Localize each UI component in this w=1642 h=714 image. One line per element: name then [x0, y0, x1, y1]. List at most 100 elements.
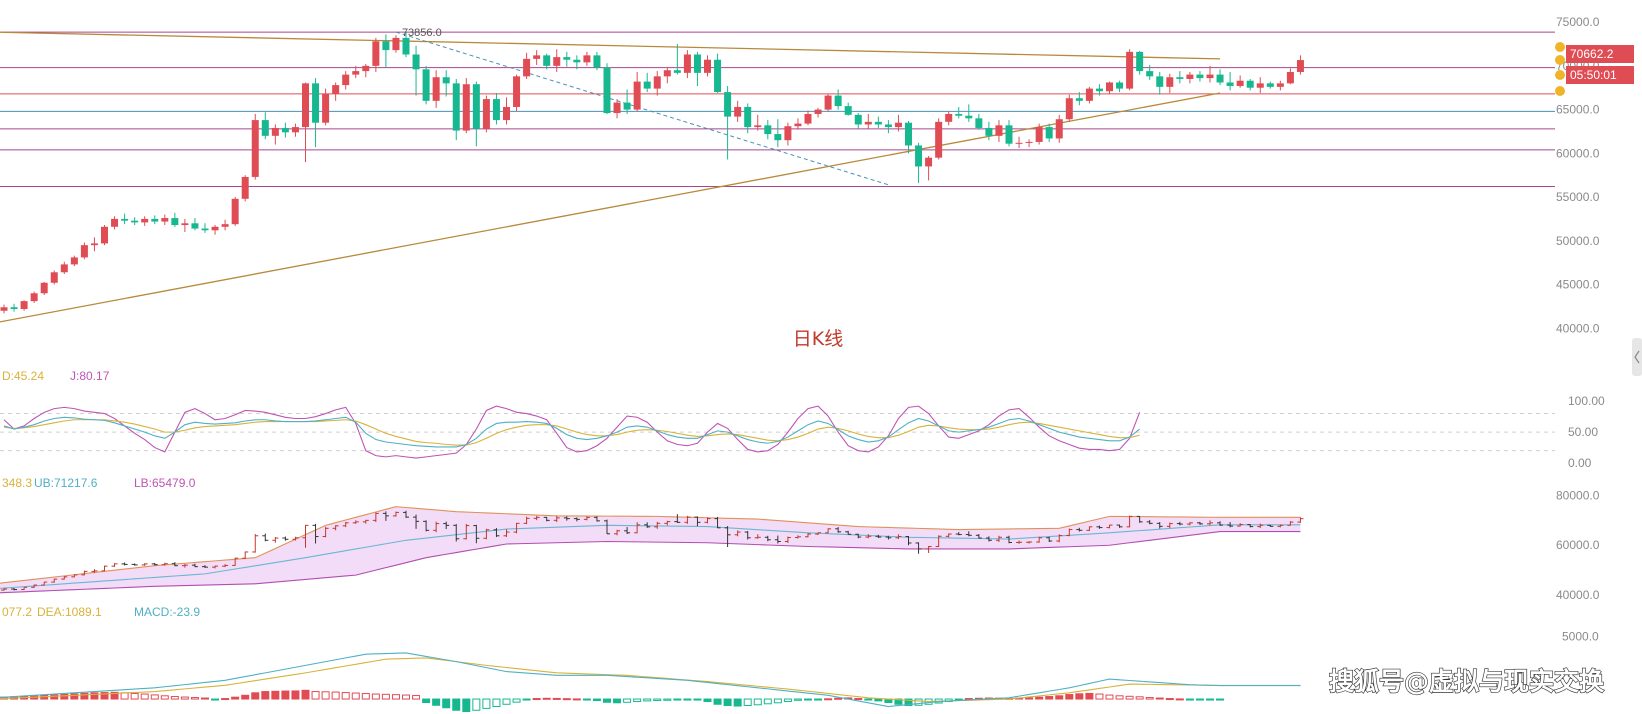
macd-bar [211, 698, 220, 701]
boll-ohlc-bar [1196, 521, 1203, 525]
macd-bar [783, 698, 792, 703]
macd-bar [1045, 696, 1054, 700]
candle [251, 113, 259, 180]
candle-body [543, 55, 551, 66]
candle [402, 32, 410, 58]
boll-ohlc-bar [91, 569, 98, 574]
candle [0, 304, 8, 314]
candle [201, 223, 209, 233]
macd-bar [723, 698, 732, 707]
boll-ohlc-bar [985, 536, 992, 542]
kdj-tick-label: 100.00 [1568, 394, 1605, 408]
candle [432, 70, 440, 108]
candle [241, 175, 249, 202]
candle [322, 88, 330, 126]
boll-ohlc-bar [362, 519, 369, 524]
candle [1196, 71, 1204, 82]
boll-ohlc-bar [1247, 524, 1254, 528]
boll-ohlc-bar [212, 565, 219, 569]
boll-ohlc-bar [1016, 540, 1023, 544]
macd-bar [623, 698, 632, 703]
macd-bar [251, 692, 260, 700]
boll-ohlc-bar [965, 531, 972, 537]
candle-body [683, 54, 691, 73]
candle [141, 216, 149, 226]
boll-ohlc-bar [403, 510, 409, 518]
boll-ohlc-bar [805, 533, 811, 538]
candle-body [332, 85, 340, 94]
boll-ohlc-bar [322, 526, 329, 538]
candle [503, 97, 510, 125]
boll-ohlc-bar [513, 522, 520, 534]
boll-ohlc-bar [704, 517, 711, 524]
macd-bar [592, 698, 601, 702]
macd-bar [120, 692, 129, 700]
macd-bar [763, 698, 772, 705]
candle-body [1055, 119, 1063, 139]
candle [905, 120, 912, 154]
boll-ohlc-bar [764, 535, 771, 542]
candle [874, 116, 882, 128]
candle-body [251, 120, 259, 177]
candle-body [503, 106, 510, 121]
macd-bar [1206, 698, 1214, 701]
candle-body [814, 109, 822, 114]
candle-body [744, 106, 752, 128]
candle [844, 102, 852, 116]
candle-body [10, 307, 18, 310]
boll-ohlc-bar [1287, 521, 1294, 526]
macd-bar [834, 697, 843, 700]
boll-ohlc-bar [1026, 541, 1033, 544]
macd-bar [341, 692, 350, 700]
drag-handle-icon[interactable] [1555, 42, 1565, 96]
candle-body [704, 59, 711, 73]
boll-ohlc-bar [61, 576, 68, 580]
macd-bar [753, 698, 762, 706]
boll-ohlc-bar [1126, 515, 1133, 528]
candle-body [1296, 60, 1304, 72]
kdj-k-line [3, 416, 1140, 448]
candle [573, 55, 581, 70]
candle [1015, 136, 1023, 149]
price-tick-label: 55000.0 [1556, 190, 1600, 204]
boll-ohlc-bar [111, 563, 118, 567]
boll-ohlc-bar [1056, 534, 1063, 543]
candle [1186, 71, 1194, 84]
scroll-handle[interactable] [1632, 338, 1642, 376]
candle [784, 122, 792, 146]
boll-ohlc-bar [885, 535, 892, 540]
candle-body [794, 123, 802, 127]
candle [794, 118, 802, 130]
macd-bar [1025, 697, 1034, 700]
candle-body [714, 59, 722, 93]
macd-bar [462, 698, 471, 713]
macd-bar [693, 698, 702, 701]
macd-bar [381, 693, 390, 700]
macd-bar [713, 698, 722, 705]
candle [211, 225, 219, 235]
boll-ohlc-bar [21, 586, 28, 591]
candle-body [1045, 127, 1053, 139]
macd-bar [1195, 698, 1204, 701]
candle [985, 121, 993, 141]
candle-body [915, 145, 923, 167]
macd-bar [793, 698, 802, 701]
candle [633, 71, 641, 112]
countdown-badge [1566, 66, 1634, 84]
macd-bar [512, 698, 521, 703]
watermark: 搜狐号@虚拟与现实交换 [1329, 667, 1605, 696]
candle-body [653, 76, 661, 89]
boll-tick-label: 80000.0 [1556, 488, 1600, 502]
candle [1116, 80, 1124, 93]
candle [1075, 92, 1083, 106]
boll-ohlc-bar [433, 521, 440, 533]
candle [623, 89, 631, 114]
macd-bar [743, 698, 752, 707]
macd-dif-label: 077.2 [2, 605, 32, 619]
candle [704, 55, 711, 77]
macd-dea-line [0, 657, 1301, 703]
boll-ohlc-bar [1046, 536, 1053, 543]
kdj-panel: 100.00 50.00 0.00 D:45.24 J:80.17 [0, 369, 1605, 470]
price-tick-label: 45000.0 [1556, 278, 1600, 292]
